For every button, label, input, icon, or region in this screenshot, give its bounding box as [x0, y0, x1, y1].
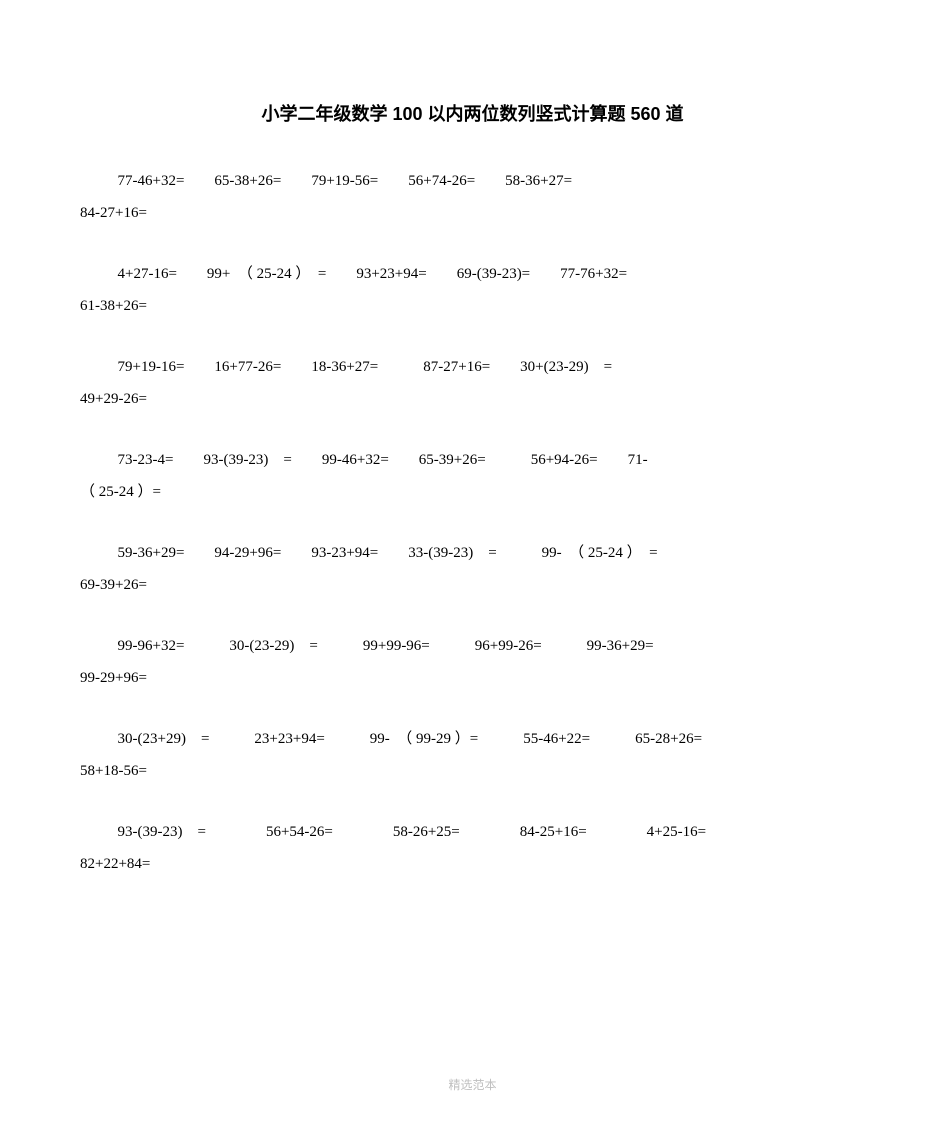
- problem-line-2: 58+18-56=: [80, 756, 865, 788]
- problem-line-2: 99-29+96=: [80, 663, 865, 695]
- problems-container: 77-46+32= 65-38+26= 79+19-56= 56+74-26= …: [80, 166, 865, 880]
- problem-group: 99-96+32= 30-(23-29) = 99+99-96= 96+99-2…: [80, 631, 865, 694]
- problem-group: 59-36+29= 94-29+96= 93-23+94= 33-(39-23)…: [80, 538, 865, 601]
- problem-line-2: 69-39+26=: [80, 570, 865, 602]
- problem-line-2: （ 25-24 ）=: [80, 477, 865, 509]
- problem-line-1: 73-23-4= 93-(39-23) = 99-46+32= 65-39+26…: [80, 445, 865, 477]
- problem-group: 73-23-4= 93-(39-23) = 99-46+32= 65-39+26…: [80, 445, 865, 508]
- problem-line-1: 93-(39-23) = 56+54-26= 58-26+25= 84-25+1…: [80, 817, 865, 849]
- problem-line-2: 49+29-26=: [80, 384, 865, 416]
- problem-group: 77-46+32= 65-38+26= 79+19-56= 56+74-26= …: [80, 166, 865, 229]
- problem-line-2: 84-27+16=: [80, 198, 865, 230]
- problem-group: 4+27-16= 99+ （ 25-24 ） = 93+23+94= 69-(3…: [80, 259, 865, 322]
- page-title: 小学二年级数学 100 以内两位数列竖式计算题 560 道: [80, 100, 865, 126]
- problem-line-2: 61-38+26=: [80, 291, 865, 323]
- problem-line-1: 99-96+32= 30-(23-29) = 99+99-96= 96+99-2…: [80, 631, 865, 663]
- page-footer: 精选范本: [0, 1076, 945, 1093]
- problem-line-1: 30-(23+29) = 23+23+94= 99- （ 99-29 ）= 55…: [80, 724, 865, 756]
- problem-group: 79+19-16= 16+77-26= 18-36+27= 87-27+16= …: [80, 352, 865, 415]
- problem-group: 30-(23+29) = 23+23+94= 99- （ 99-29 ）= 55…: [80, 724, 865, 787]
- problem-line-2: 82+22+84=: [80, 849, 865, 881]
- problem-line-1: 59-36+29= 94-29+96= 93-23+94= 33-(39-23)…: [80, 538, 865, 570]
- problem-group: 93-(39-23) = 56+54-26= 58-26+25= 84-25+1…: [80, 817, 865, 880]
- problem-line-1: 4+27-16= 99+ （ 25-24 ） = 93+23+94= 69-(3…: [80, 259, 865, 291]
- problem-line-1: 79+19-16= 16+77-26= 18-36+27= 87-27+16= …: [80, 352, 865, 384]
- problem-line-1: 77-46+32= 65-38+26= 79+19-56= 56+74-26= …: [80, 166, 865, 198]
